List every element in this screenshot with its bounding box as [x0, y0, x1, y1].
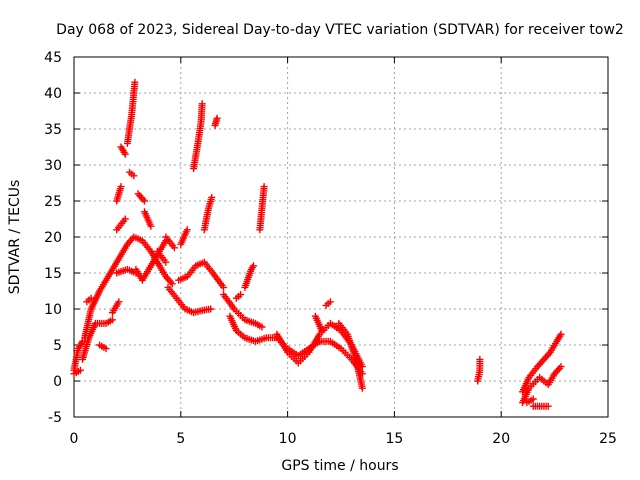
data-point [130, 172, 138, 180]
y-tick-label: 45 [44, 50, 62, 66]
x-tick-label: 20 [492, 431, 510, 447]
data-point [108, 316, 116, 324]
x-tick-label: 0 [70, 431, 79, 447]
axis-ticks [73, 56, 609, 418]
y-tick-label: 15 [44, 266, 62, 282]
data-point [117, 183, 125, 191]
data-point [318, 327, 326, 335]
data-points [70, 78, 565, 410]
grid-lines [74, 57, 608, 417]
x-tick-label: 5 [176, 431, 185, 447]
x-axis-label: GPS time / hours [281, 458, 398, 474]
data-point [213, 114, 221, 122]
data-point [544, 402, 552, 410]
data-point [207, 305, 215, 313]
data-point [557, 330, 565, 338]
x-tick-label: 25 [599, 431, 617, 447]
data-point [121, 150, 129, 158]
chart-title: Day 068 of 2023, Sidereal Day-to-day VTE… [56, 22, 624, 38]
data-point [529, 395, 537, 403]
data-point [131, 78, 139, 86]
data-point [358, 363, 366, 371]
data-point [162, 258, 170, 266]
y-tick-label: 40 [44, 86, 62, 102]
y-tick-label: 20 [44, 230, 62, 246]
data-point [326, 298, 334, 306]
y-tick-label: 25 [44, 194, 62, 210]
data-point [557, 363, 565, 371]
x-tick-labels: 0 5 10 15 20 25 [70, 431, 617, 447]
data-point [358, 384, 366, 392]
data-point [249, 262, 257, 270]
x-tick-label: 15 [385, 431, 403, 447]
x-tick-label: 10 [279, 431, 297, 447]
data-point [258, 323, 266, 331]
y-tick-label: 30 [44, 158, 62, 174]
data-point [208, 193, 216, 201]
y-axis-label: SDTVAR / TECUs [7, 180, 23, 295]
y-tick-label: 0 [53, 374, 62, 390]
data-point [76, 366, 84, 374]
data-point [260, 183, 268, 191]
y-tick-label: 10 [44, 302, 62, 318]
data-point [198, 100, 206, 108]
data-point [147, 222, 155, 230]
data-point [183, 226, 191, 234]
y-tick-labels: -5 0 5 10 15 20 25 30 35 40 45 [44, 50, 62, 426]
data-point [476, 355, 484, 363]
y-tick-label: 35 [44, 122, 62, 138]
data-point [168, 280, 176, 288]
data-point [102, 345, 110, 353]
data-point [140, 197, 148, 205]
data-point [220, 283, 228, 291]
data-point [115, 298, 123, 306]
data-point [87, 294, 95, 302]
y-tick-label: -5 [48, 410, 62, 426]
y-tick-label: 5 [53, 338, 62, 354]
data-point [170, 244, 178, 252]
data-point [121, 215, 129, 223]
data-point [237, 291, 245, 299]
data-point [79, 337, 87, 345]
